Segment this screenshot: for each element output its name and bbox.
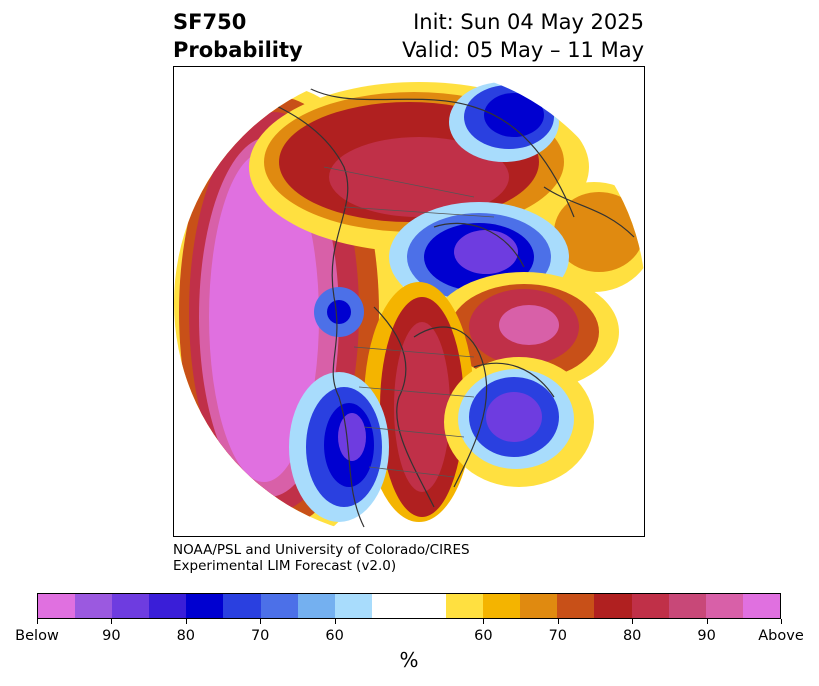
credit-line-1: NOAA/PSL and University of Colorado/CIRE…	[173, 542, 470, 558]
map-field	[329, 137, 509, 217]
colorbar-segment	[594, 594, 632, 618]
product-label: Probability	[173, 38, 303, 62]
colorbar-tickmark	[185, 619, 187, 624]
colorbar-tick-label: 70	[548, 628, 568, 644]
colorbar-tickmark	[483, 619, 485, 624]
map-field	[454, 230, 518, 274]
colorbar-tick-label: 80	[176, 628, 196, 644]
colorbar	[37, 593, 781, 619]
colorbar-tickmark	[111, 619, 113, 624]
colorbar-segment	[742, 594, 780, 618]
map-field	[338, 413, 366, 461]
colorbar-segment	[38, 594, 76, 618]
colorbar-tick-label: 60	[474, 628, 493, 644]
colorbar-segment	[223, 594, 261, 618]
colorbar-segment	[557, 594, 595, 618]
init-date: Init: Sun 04 May 2025	[413, 10, 644, 34]
colorbar-tick-label: 60	[325, 628, 344, 644]
map-field	[499, 305, 559, 345]
colorbar-tick-label: 90	[102, 628, 121, 644]
variable-label: SF750	[173, 10, 247, 34]
colorbar-segment	[260, 594, 298, 618]
colorbar-tickmark	[632, 619, 634, 624]
colorbar-tickmark	[260, 619, 262, 624]
colorbar-tickmark	[557, 619, 559, 624]
colorbar-segment	[446, 594, 484, 618]
colorbar-segment	[705, 594, 743, 618]
map-field	[486, 392, 542, 442]
colorbar-segment	[334, 594, 372, 618]
chart-title: SF750 Probability	[173, 8, 303, 64]
colorbar-segment	[631, 594, 669, 618]
borders	[323, 166, 495, 478]
map-field	[327, 300, 351, 324]
map-svg	[174, 67, 644, 536]
credit-line-2: Experimental LIM Forecast (v2.0)	[173, 558, 397, 574]
colorbar-segment	[75, 594, 113, 618]
colorbar-tick-label: 90	[697, 628, 716, 644]
colorbar-segment	[149, 594, 187, 618]
colorbar-segment	[371, 594, 409, 618]
colorbar-segment	[668, 594, 706, 618]
valid-range: Valid: 05 May – 11 May	[402, 38, 644, 62]
colorbar-tickmark	[37, 619, 38, 624]
map-field	[209, 152, 319, 482]
colorbar-tick-label: Below	[15, 628, 59, 644]
credit-text: NOAA/PSL and University of Colorado/CIRE…	[173, 542, 470, 574]
colorbar-tickmark	[706, 619, 708, 624]
colorbar-segment	[520, 594, 558, 618]
date-info: Init: Sun 04 May 2025 Valid: 05 May – 11…	[402, 8, 644, 64]
colorbar-segment	[112, 594, 150, 618]
colorbar-segment	[408, 594, 447, 618]
forecast-map	[173, 66, 645, 537]
colorbar-segment	[186, 594, 224, 618]
map-field	[484, 93, 544, 137]
colorbar-tickmark	[334, 619, 336, 624]
colorbar-tick-label: 70	[250, 628, 270, 644]
colorbar-tick-label: 80	[622, 628, 642, 644]
map-field	[394, 322, 450, 492]
coastlines	[233, 76, 635, 528]
colorbar-unit: %	[399, 648, 419, 672]
colorbar-tick-label: Above	[758, 628, 804, 644]
colorbar-segment	[483, 594, 521, 618]
colorbar-segment	[297, 594, 335, 618]
colorbar-tickmark	[781, 619, 782, 624]
map-field	[554, 192, 644, 272]
